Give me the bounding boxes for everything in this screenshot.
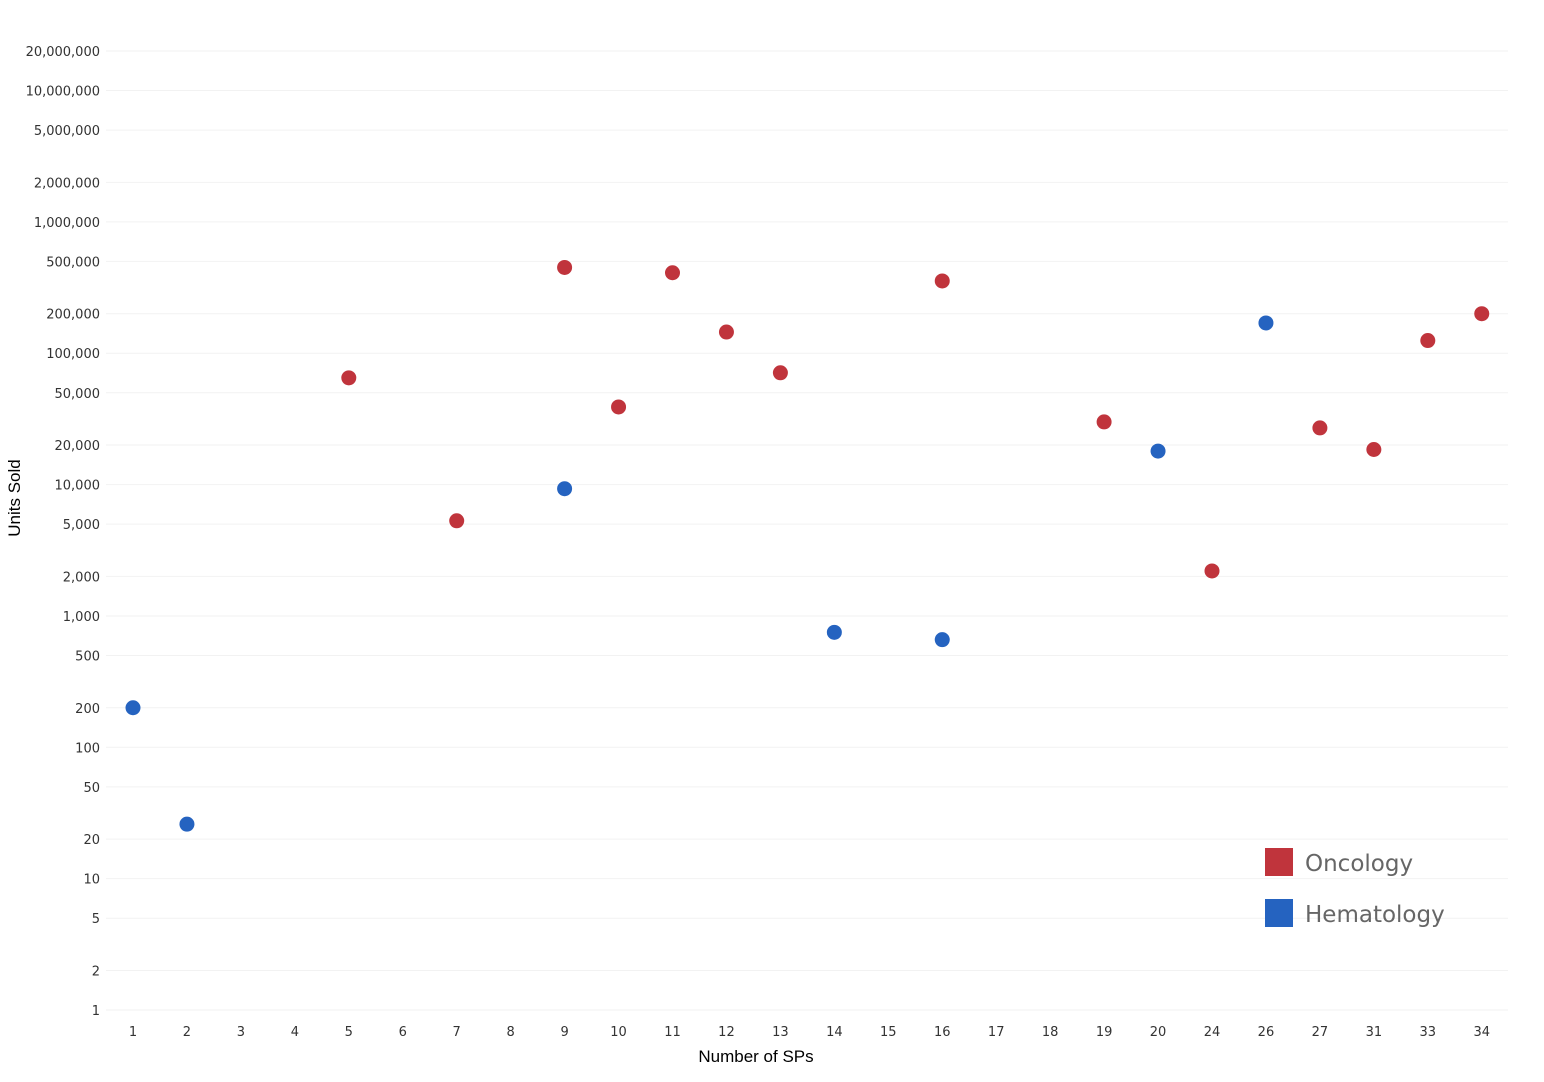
x-tick-label: 17 bbox=[988, 1025, 1005, 1040]
x-tick-label: 8 bbox=[507, 1025, 515, 1040]
y-tick-label: 10,000,000 bbox=[26, 85, 100, 100]
y-tick-label: 20,000 bbox=[55, 439, 101, 454]
y-tick-label: 2,000,000 bbox=[34, 176, 100, 191]
y-tick-label: 50 bbox=[83, 781, 100, 796]
data-point-oncology bbox=[718, 324, 734, 340]
x-axis-title: Number of SPs bbox=[698, 1047, 813, 1066]
data-points bbox=[125, 259, 1490, 832]
data-point-oncology bbox=[934, 273, 950, 289]
y-axis-ticks: 1 2 5 10 20 50 100 200 500 1,000 2,000 5,000 10,000 2… bbox=[26, 45, 100, 1019]
y-tick-label: 50,000 bbox=[55, 387, 101, 402]
data-point-oncology bbox=[665, 265, 680, 281]
x-tick-label: 31 bbox=[1366, 1025, 1383, 1040]
y-tick-label: 2,000 bbox=[63, 570, 100, 585]
x-tick-label: 18 bbox=[1042, 1025, 1059, 1040]
y-tick-label: 1 bbox=[92, 1004, 100, 1019]
x-tick-label: 12 bbox=[718, 1025, 735, 1040]
gridlines bbox=[106, 50, 1508, 1011]
y-tick-label: 100,000 bbox=[46, 347, 100, 362]
y-tick-label: 5 bbox=[92, 912, 100, 927]
y-tick-label: 200,000 bbox=[46, 308, 100, 323]
data-point-hematology bbox=[934, 632, 950, 648]
y-tick-label: 2 bbox=[92, 964, 100, 979]
x-tick-label: 20 bbox=[1150, 1025, 1167, 1040]
legend-swatch-oncology bbox=[1265, 848, 1293, 876]
y-tick-label: 10 bbox=[83, 873, 100, 888]
x-tick-label: 16 bbox=[934, 1025, 951, 1040]
data-point-oncology bbox=[611, 399, 627, 415]
y-tick-label: 20,000,000 bbox=[26, 45, 100, 60]
y-tick-label: 500,000 bbox=[46, 255, 100, 270]
x-tick-label: 5 bbox=[345, 1025, 353, 1040]
y-axis-title: Units Sold bbox=[5, 459, 24, 536]
y-tick-label: 1,000,000 bbox=[34, 216, 100, 231]
y-tick-label: 100 bbox=[75, 741, 100, 756]
x-tick-label: 11 bbox=[664, 1025, 681, 1040]
y-tick-label: 20 bbox=[83, 833, 100, 848]
data-point-oncology bbox=[557, 259, 573, 275]
data-point-hematology bbox=[1258, 315, 1274, 331]
data-point-hematology bbox=[826, 624, 842, 640]
x-tick-label: 2 bbox=[183, 1025, 191, 1040]
y-tick-label: 500 bbox=[75, 649, 100, 664]
x-tick-label: 4 bbox=[291, 1025, 299, 1040]
x-tick-label: 27 bbox=[1312, 1025, 1329, 1040]
data-point-oncology bbox=[1366, 442, 1382, 458]
x-axis-ticks: 1 2 3 4 5 6 7 8 9 10 11 12 13 14 15 16 17 18 19 20 24 26 27 31 3… bbox=[129, 1025, 1490, 1040]
x-tick-label: 6 bbox=[399, 1025, 407, 1040]
x-tick-label: 26 bbox=[1258, 1025, 1275, 1040]
y-tick-label: 200 bbox=[75, 702, 100, 717]
x-tick-label: 10 bbox=[610, 1025, 627, 1040]
legend-label-hematology: Hematology bbox=[1305, 902, 1445, 928]
legend-label-oncology: Oncology bbox=[1305, 851, 1413, 877]
x-tick-label: 13 bbox=[772, 1025, 789, 1040]
data-point-oncology bbox=[1420, 333, 1436, 349]
x-tick-label: 33 bbox=[1420, 1025, 1437, 1040]
x-tick-label: 9 bbox=[560, 1025, 568, 1040]
y-tick-label: 1,000 bbox=[63, 610, 100, 625]
x-tick-label: 7 bbox=[453, 1025, 461, 1040]
data-point-oncology bbox=[341, 370, 357, 386]
x-tick-label: 24 bbox=[1204, 1025, 1221, 1040]
data-point-hematology bbox=[557, 481, 573, 497]
x-tick-label: 19 bbox=[1096, 1025, 1113, 1040]
data-point-oncology bbox=[1204, 563, 1220, 579]
x-tick-label: 14 bbox=[826, 1025, 843, 1040]
x-tick-label: 34 bbox=[1473, 1025, 1490, 1040]
data-point-oncology bbox=[1312, 420, 1328, 436]
data-point-hematology bbox=[179, 816, 195, 832]
data-point-hematology bbox=[125, 700, 141, 716]
data-point-oncology bbox=[1096, 414, 1112, 430]
y-tick-label: 5,000,000 bbox=[34, 124, 100, 139]
legend: Oncology Hematology bbox=[1265, 848, 1445, 928]
data-point-oncology bbox=[772, 365, 788, 381]
x-tick-label: 3 bbox=[237, 1025, 245, 1040]
y-tick-label: 5,000 bbox=[63, 518, 100, 533]
legend-swatch-hematology bbox=[1265, 899, 1293, 927]
x-tick-label: 1 bbox=[129, 1025, 137, 1040]
y-tick-label: 10,000 bbox=[55, 479, 101, 494]
data-point-oncology bbox=[1474, 306, 1490, 322]
data-point-oncology bbox=[449, 513, 465, 529]
data-point-hematology bbox=[1150, 443, 1166, 459]
x-tick-label: 15 bbox=[880, 1025, 897, 1040]
